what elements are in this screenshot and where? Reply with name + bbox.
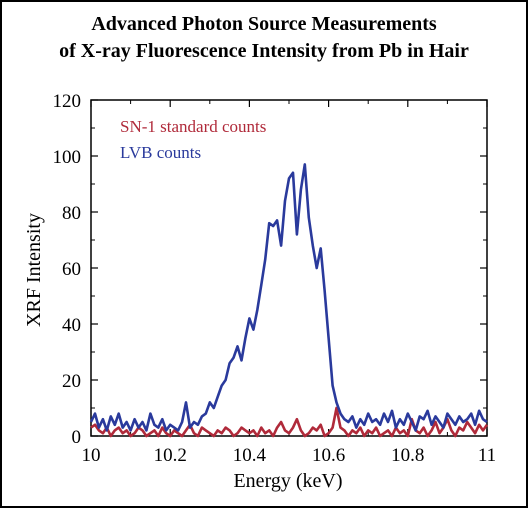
- series-line-sn1-standard: [90, 406, 489, 438]
- y-tick-label: 100: [53, 147, 82, 168]
- x-axis-label: Energy (keV): [233, 470, 342, 492]
- x-tick-label: 10.2: [154, 445, 187, 466]
- y-tick-label: 0: [72, 427, 82, 448]
- y-tick-label: 120: [53, 91, 82, 112]
- y-axis-label: XRF Intensity: [23, 213, 45, 327]
- axis-tick-labels: 10 10.2 10.4 10.6 10.8 11 0 20 40 60 80 100 120: [53, 91, 497, 466]
- y-tick-label: 20: [62, 371, 81, 392]
- x-tick-label: 10.4: [233, 445, 267, 466]
- legend-item-lvb: LVB counts: [120, 143, 201, 162]
- x-tick-label: 11: [478, 445, 496, 466]
- legend-item-sn1-standard: SN-1 standard counts: [120, 117, 266, 136]
- y-tick-label: 80: [62, 203, 81, 224]
- chart-title-line-2: of X-ray Fluorescence Intensity from Pb …: [59, 40, 469, 62]
- series-line-lvb: [89, 163, 488, 432]
- series-lines: [89, 163, 489, 438]
- x-tick-label: 10: [82, 445, 101, 466]
- x-tick-label: 10.8: [391, 445, 424, 466]
- y-tick-label: 60: [62, 259, 81, 280]
- chart-title-line-1: Advanced Photon Source Measurements: [91, 13, 437, 35]
- y-tick-label: 40: [62, 315, 81, 336]
- x-tick-label: 10.6: [312, 445, 345, 466]
- legend: SN-1 standard counts LVB counts: [120, 117, 266, 162]
